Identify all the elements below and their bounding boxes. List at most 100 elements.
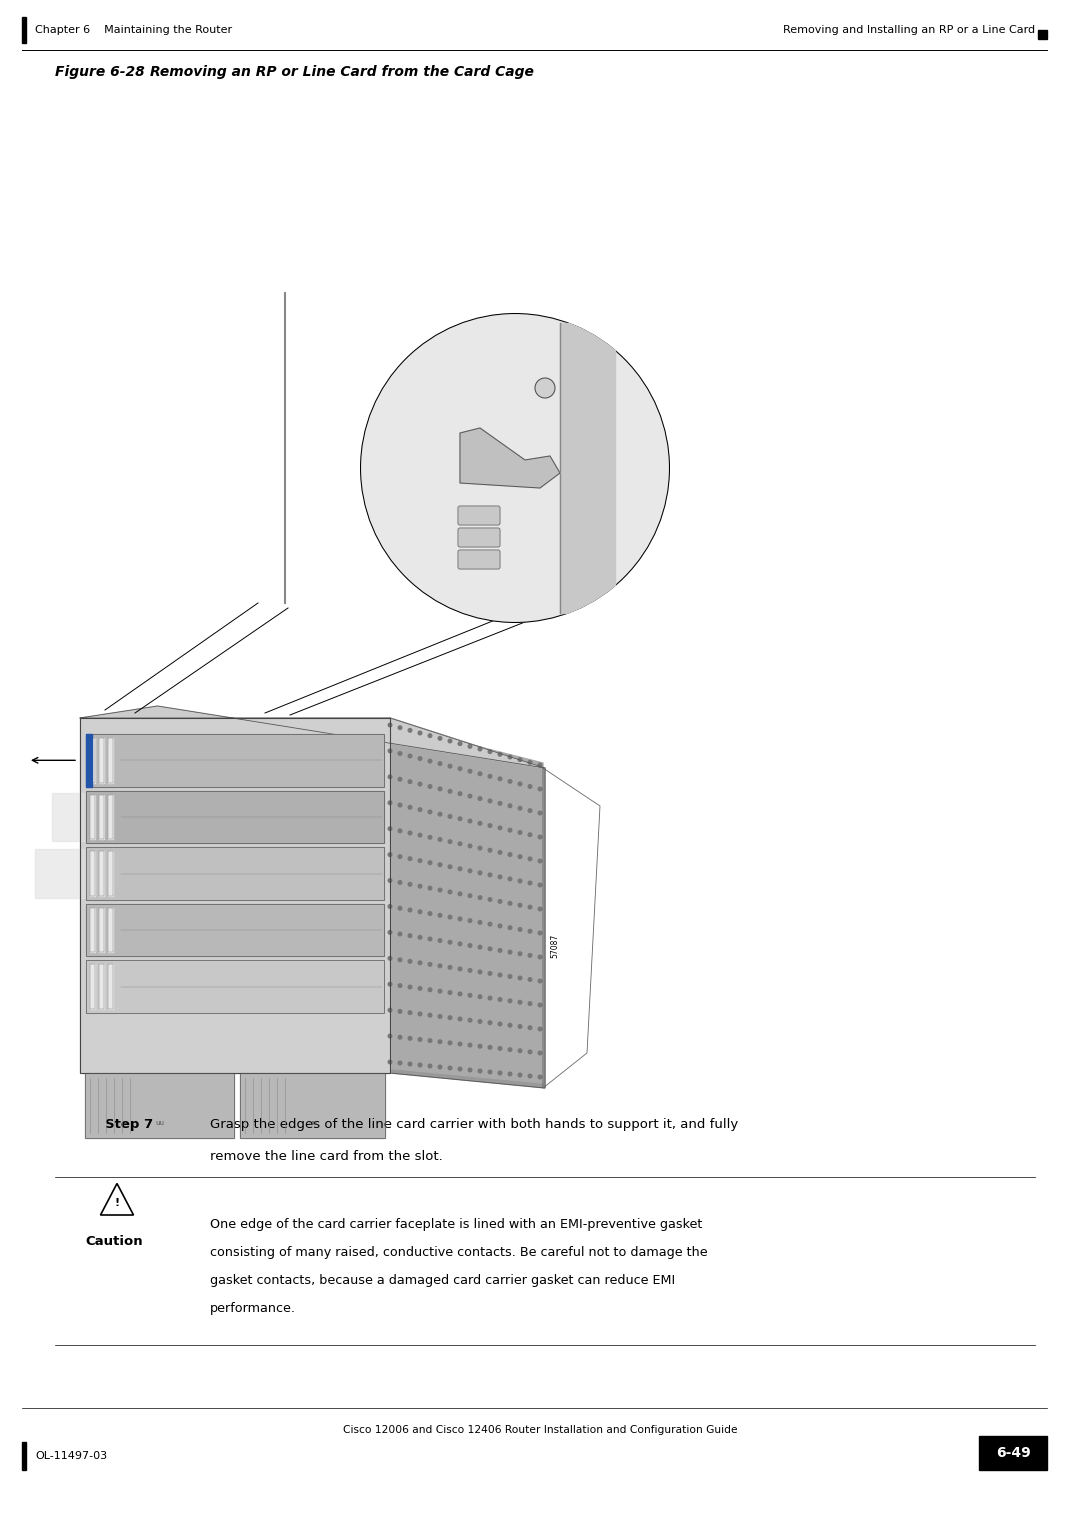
Circle shape bbox=[388, 801, 392, 805]
Bar bbox=[68, 762, 75, 769]
Bar bbox=[86, 790, 384, 843]
Bar bbox=[85, 1073, 234, 1138]
Circle shape bbox=[509, 950, 512, 953]
Text: consisting of many raised, conductive contacts. Be careful not to damage the: consisting of many raised, conductive co… bbox=[210, 1245, 707, 1259]
Circle shape bbox=[528, 833, 531, 836]
Circle shape bbox=[518, 807, 522, 810]
Bar bbox=[216, 423, 237, 458]
Circle shape bbox=[509, 1048, 512, 1051]
Bar bbox=[86, 903, 384, 957]
Text: One edge of the card carrier faceplate is lined with an EMI-preventive gasket: One edge of the card carrier faceplate i… bbox=[210, 1218, 702, 1232]
Circle shape bbox=[458, 743, 462, 746]
Bar bbox=[86, 903, 384, 957]
Circle shape bbox=[469, 1068, 472, 1071]
Circle shape bbox=[399, 1010, 402, 1013]
Circle shape bbox=[388, 931, 392, 934]
Circle shape bbox=[478, 895, 482, 900]
Circle shape bbox=[408, 729, 411, 732]
Circle shape bbox=[448, 966, 451, 969]
Bar bbox=[99, 795, 104, 839]
Circle shape bbox=[399, 830, 402, 833]
Circle shape bbox=[408, 755, 411, 758]
Circle shape bbox=[528, 978, 531, 981]
Circle shape bbox=[418, 987, 422, 990]
Circle shape bbox=[488, 775, 491, 778]
Circle shape bbox=[448, 1016, 451, 1019]
Circle shape bbox=[478, 920, 482, 924]
Circle shape bbox=[498, 924, 502, 927]
Circle shape bbox=[498, 827, 502, 830]
Circle shape bbox=[478, 822, 482, 825]
Circle shape bbox=[518, 854, 522, 859]
Circle shape bbox=[458, 767, 462, 770]
Circle shape bbox=[428, 810, 432, 814]
Circle shape bbox=[428, 989, 432, 992]
Bar bbox=[108, 738, 113, 782]
Circle shape bbox=[438, 837, 442, 842]
Circle shape bbox=[428, 937, 432, 941]
Circle shape bbox=[428, 759, 432, 762]
Circle shape bbox=[399, 752, 402, 755]
Circle shape bbox=[509, 999, 512, 1002]
Circle shape bbox=[469, 918, 472, 923]
Circle shape bbox=[428, 912, 432, 915]
Circle shape bbox=[469, 795, 472, 798]
Circle shape bbox=[408, 831, 411, 834]
Bar bbox=[99, 964, 104, 1008]
Circle shape bbox=[448, 790, 451, 793]
Circle shape bbox=[528, 953, 531, 957]
Circle shape bbox=[388, 853, 392, 856]
Circle shape bbox=[528, 905, 531, 909]
Polygon shape bbox=[80, 706, 545, 769]
Circle shape bbox=[360, 313, 670, 623]
Text: performance.: performance. bbox=[210, 1302, 296, 1316]
Text: Removing and Installing an RP or a Line Card: Removing and Installing an RP or a Line … bbox=[783, 24, 1035, 35]
Bar bbox=[86, 733, 384, 787]
Circle shape bbox=[418, 782, 422, 785]
Bar bbox=[99, 908, 104, 952]
Circle shape bbox=[498, 802, 502, 805]
Bar bbox=[90, 964, 95, 1008]
Circle shape bbox=[518, 758, 522, 761]
Bar bbox=[86, 733, 92, 787]
Circle shape bbox=[488, 750, 491, 753]
Text: Cisco 12006 and Cisco 12406 Router Installation and Configuration Guide: Cisco 12006 and Cisco 12406 Router Insta… bbox=[342, 1426, 738, 1435]
Circle shape bbox=[438, 914, 442, 917]
Circle shape bbox=[478, 772, 482, 776]
Circle shape bbox=[488, 848, 491, 853]
Circle shape bbox=[518, 976, 522, 979]
Circle shape bbox=[509, 1073, 512, 1076]
Circle shape bbox=[408, 1036, 411, 1041]
Circle shape bbox=[478, 995, 482, 998]
Circle shape bbox=[408, 1062, 411, 1067]
Circle shape bbox=[458, 917, 462, 921]
Circle shape bbox=[438, 1041, 442, 1044]
Circle shape bbox=[498, 851, 502, 854]
Circle shape bbox=[469, 819, 472, 822]
Bar bbox=[1038, 31, 1047, 40]
Circle shape bbox=[428, 963, 432, 966]
Circle shape bbox=[528, 808, 531, 813]
Bar bbox=[80, 718, 390, 1073]
Circle shape bbox=[538, 908, 542, 911]
Circle shape bbox=[408, 908, 411, 912]
Circle shape bbox=[518, 903, 522, 908]
Circle shape bbox=[448, 1041, 451, 1045]
Bar bbox=[108, 795, 113, 839]
Circle shape bbox=[478, 871, 482, 874]
Text: Caution: Caution bbox=[85, 1235, 143, 1248]
Circle shape bbox=[518, 927, 522, 931]
Circle shape bbox=[518, 1048, 522, 1053]
Text: !: ! bbox=[114, 1198, 120, 1209]
Bar bbox=[90, 738, 95, 782]
Circle shape bbox=[488, 872, 491, 877]
Bar bbox=[22, 17, 26, 43]
Text: Figure 6-28: Figure 6-28 bbox=[55, 66, 145, 79]
Circle shape bbox=[388, 983, 392, 986]
Circle shape bbox=[528, 857, 531, 860]
Bar bbox=[108, 964, 113, 1008]
Bar bbox=[68, 736, 372, 784]
Circle shape bbox=[509, 902, 512, 905]
Text: gasket contacts, because a damaged card carrier gasket can reduce EMI: gasket contacts, because a damaged card … bbox=[210, 1274, 675, 1287]
Circle shape bbox=[438, 736, 442, 740]
